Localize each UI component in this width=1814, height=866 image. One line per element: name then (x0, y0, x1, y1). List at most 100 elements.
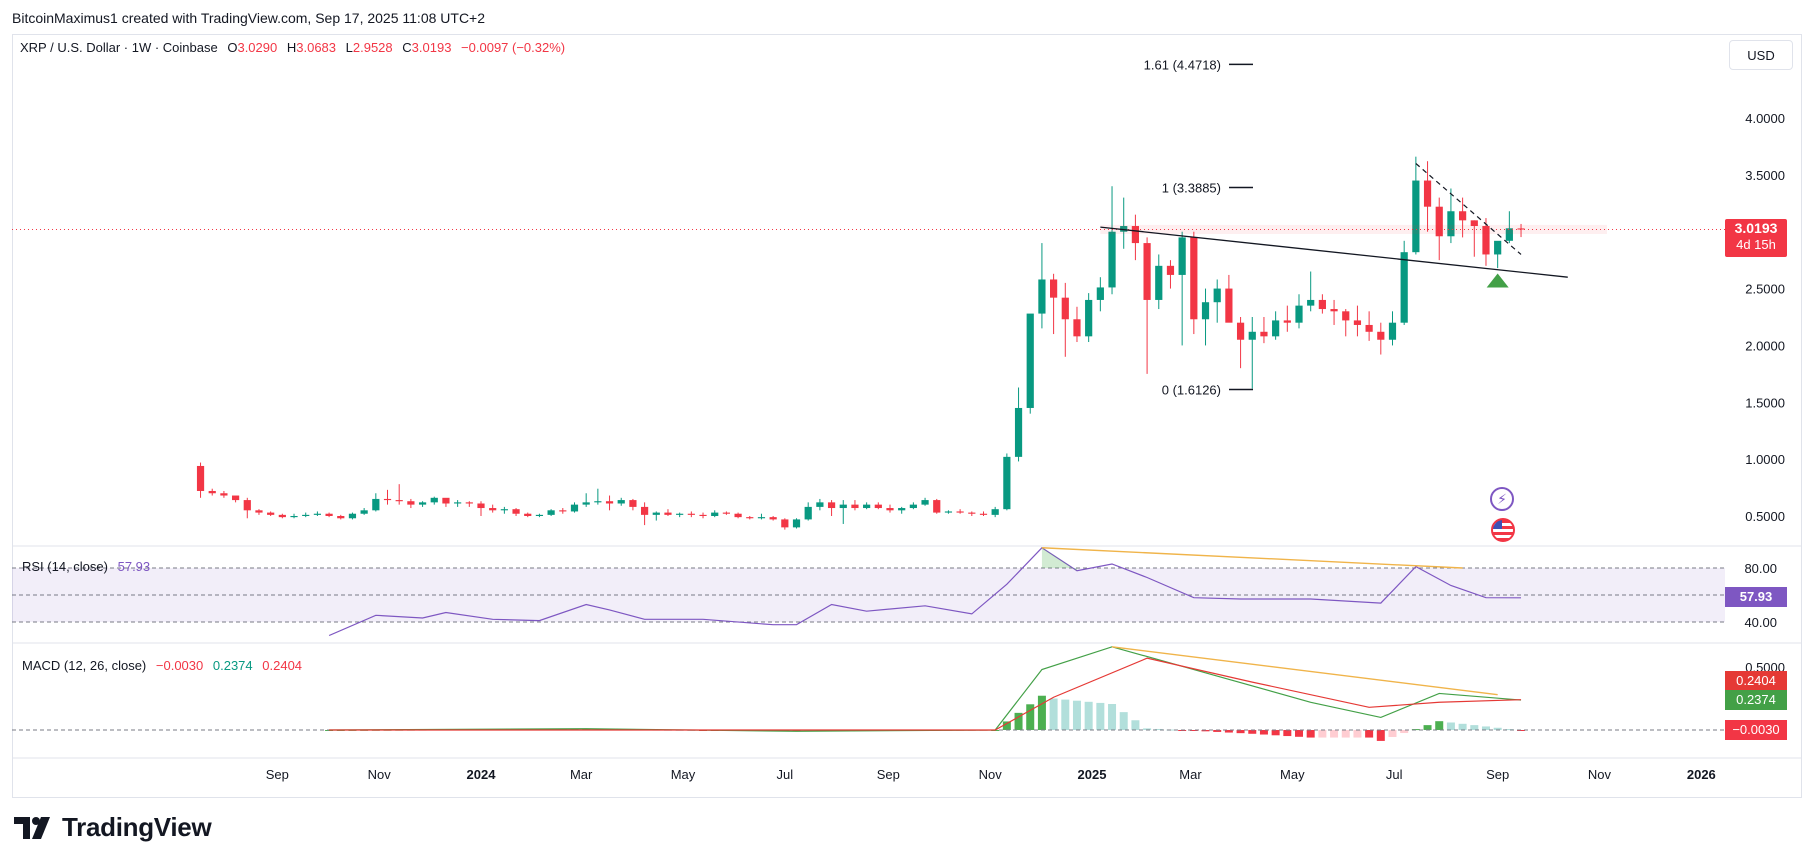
candle-body (1283, 320, 1291, 323)
close-value: 3.0193 (411, 40, 452, 55)
candle-body (454, 502, 462, 504)
candle-body (1143, 243, 1151, 300)
support-trendline (1100, 226, 1568, 278)
pane-dividers (12, 545, 1801, 759)
candle-body (500, 509, 508, 511)
us-flag-event-icon[interactable] (1491, 518, 1515, 542)
macd-histogram-bar (1248, 730, 1257, 734)
macd-histogram-bar (1224, 730, 1233, 733)
candle-body (1178, 237, 1186, 275)
candle-body (1003, 456, 1011, 510)
candle-body (1073, 319, 1081, 337)
candle-body (1131, 226, 1140, 244)
macd-histogram-bar (1400, 730, 1409, 734)
time-axis-label: Nov (1588, 767, 1612, 782)
candle-body (442, 497, 450, 504)
candle-body (909, 504, 917, 509)
close-label: C (402, 40, 412, 55)
currency-button[interactable]: USD (1729, 40, 1793, 70)
candle-body (1470, 220, 1478, 227)
macd-histogram-bar (1318, 730, 1327, 738)
macd-histogram-bar (1341, 730, 1350, 738)
candle-body (1108, 231, 1116, 288)
candle-body (1050, 279, 1058, 298)
candle-body (711, 512, 719, 516)
candle-body (734, 513, 742, 518)
macd-histogram-bar (1213, 730, 1222, 732)
macd-histogram-bar (1295, 730, 1304, 737)
macd-histogram-bar (1049, 698, 1058, 730)
macd-histogram-bar (792, 730, 801, 732)
macd-histogram-bar (1096, 702, 1105, 730)
time-axis-label: Mar (570, 767, 593, 782)
macd-histogram-bar (1072, 700, 1081, 730)
time-axis-label: 2025 (1078, 767, 1107, 782)
open-label: O (227, 40, 238, 55)
candle-body (465, 502, 473, 504)
candle-body (1318, 299, 1326, 310)
candle-body (699, 514, 707, 516)
downtrend-line (1415, 163, 1522, 255)
candle-body (886, 508, 894, 511)
macd-histogram-bar (1189, 730, 1198, 731)
rsi-legend: RSI (14, close) 57.93 (22, 559, 150, 574)
candle-body (1517, 228, 1525, 230)
candle-body (547, 510, 555, 515)
symbol-title: XRP / U.S. Dollar · 1W · Coinbase (20, 40, 218, 55)
macd-signal-line (329, 657, 1522, 731)
candle-body (851, 504, 859, 509)
candle-body (1459, 211, 1467, 221)
chart-frame[interactable] (12, 34, 1802, 798)
candle-body (944, 511, 953, 513)
time-axis-label: Mar (1179, 767, 1202, 782)
macd-histogram-bar (1084, 701, 1093, 730)
bar-countdown: 4d 15h (1736, 237, 1776, 252)
candle-body (489, 508, 497, 511)
candle-body (267, 512, 275, 515)
candle-body (1272, 320, 1280, 337)
candle-body (921, 500, 929, 505)
price-axis-label: 1.5000 (1745, 395, 1785, 410)
candle-body (1365, 324, 1373, 332)
macd-histogram-bar (1119, 712, 1128, 730)
candle-body (1248, 331, 1256, 340)
tradingview-logo[interactable]: TradingView (14, 812, 212, 843)
candle-body (1061, 297, 1069, 320)
candle-body (594, 501, 602, 503)
candle-body (792, 519, 801, 528)
time-axis-label: May (671, 767, 696, 782)
candle-body (933, 500, 941, 513)
macd-histogram-bar (1330, 730, 1339, 738)
rsi-title: RSI (14, close) (22, 559, 108, 574)
candle-body (1494, 240, 1502, 255)
time-axis-label: Jul (777, 767, 794, 782)
lightning-alert-icon[interactable]: ⚡ (1490, 487, 1514, 511)
macd-signal-tag: 0.2404 (1725, 671, 1787, 691)
macd-histogram-bar (1143, 728, 1152, 730)
candle-body (827, 502, 836, 509)
candle-body (652, 512, 660, 515)
time-axis-label: Nov (979, 767, 1003, 782)
candle-body (746, 517, 754, 519)
time-axis-label: Sep (877, 767, 900, 782)
macd-histogram-bar (1108, 704, 1117, 730)
macd-histogram-bar (1026, 704, 1035, 730)
candle-body (1014, 407, 1023, 457)
macd-histogram-bar (1458, 723, 1467, 730)
macd-histogram-bar (1014, 712, 1023, 730)
candle-body (676, 513, 684, 515)
candle-body (1295, 305, 1303, 323)
time-axis-label: May (1280, 767, 1305, 782)
candle-body (1353, 320, 1362, 325)
candle-body (1155, 265, 1163, 300)
macd-histogram-bar (1061, 699, 1070, 730)
macd-divergence-line (1111, 646, 1498, 696)
candle-body (1236, 322, 1245, 340)
macd-histogram-bar (1470, 725, 1479, 730)
candle-body (430, 497, 438, 503)
candle-body (617, 500, 625, 504)
candle-body (1225, 288, 1233, 323)
macd-histogram-bar (1517, 730, 1526, 731)
price-axis-label: 2.5000 (1745, 282, 1785, 297)
